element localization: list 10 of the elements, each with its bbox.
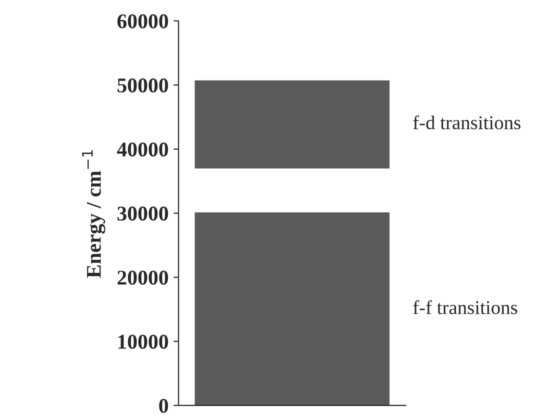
annotation: f-d transitions [413,115,520,130]
y-tick-label: 50000 [118,78,168,92]
y-axis-title: Energy / cm$^{−1}$ [82,150,106,278]
y-tick-label: 30000 [118,206,168,221]
y-tick-label: 40000 [117,142,168,157]
y-tick-label: 60000 [117,14,168,28]
y-tick-label: 0 [159,398,168,413]
y-tick-label: 20000 [118,270,168,285]
y-tick-label: 10000 [118,334,168,349]
annotation: f-f transitions [413,300,518,314]
